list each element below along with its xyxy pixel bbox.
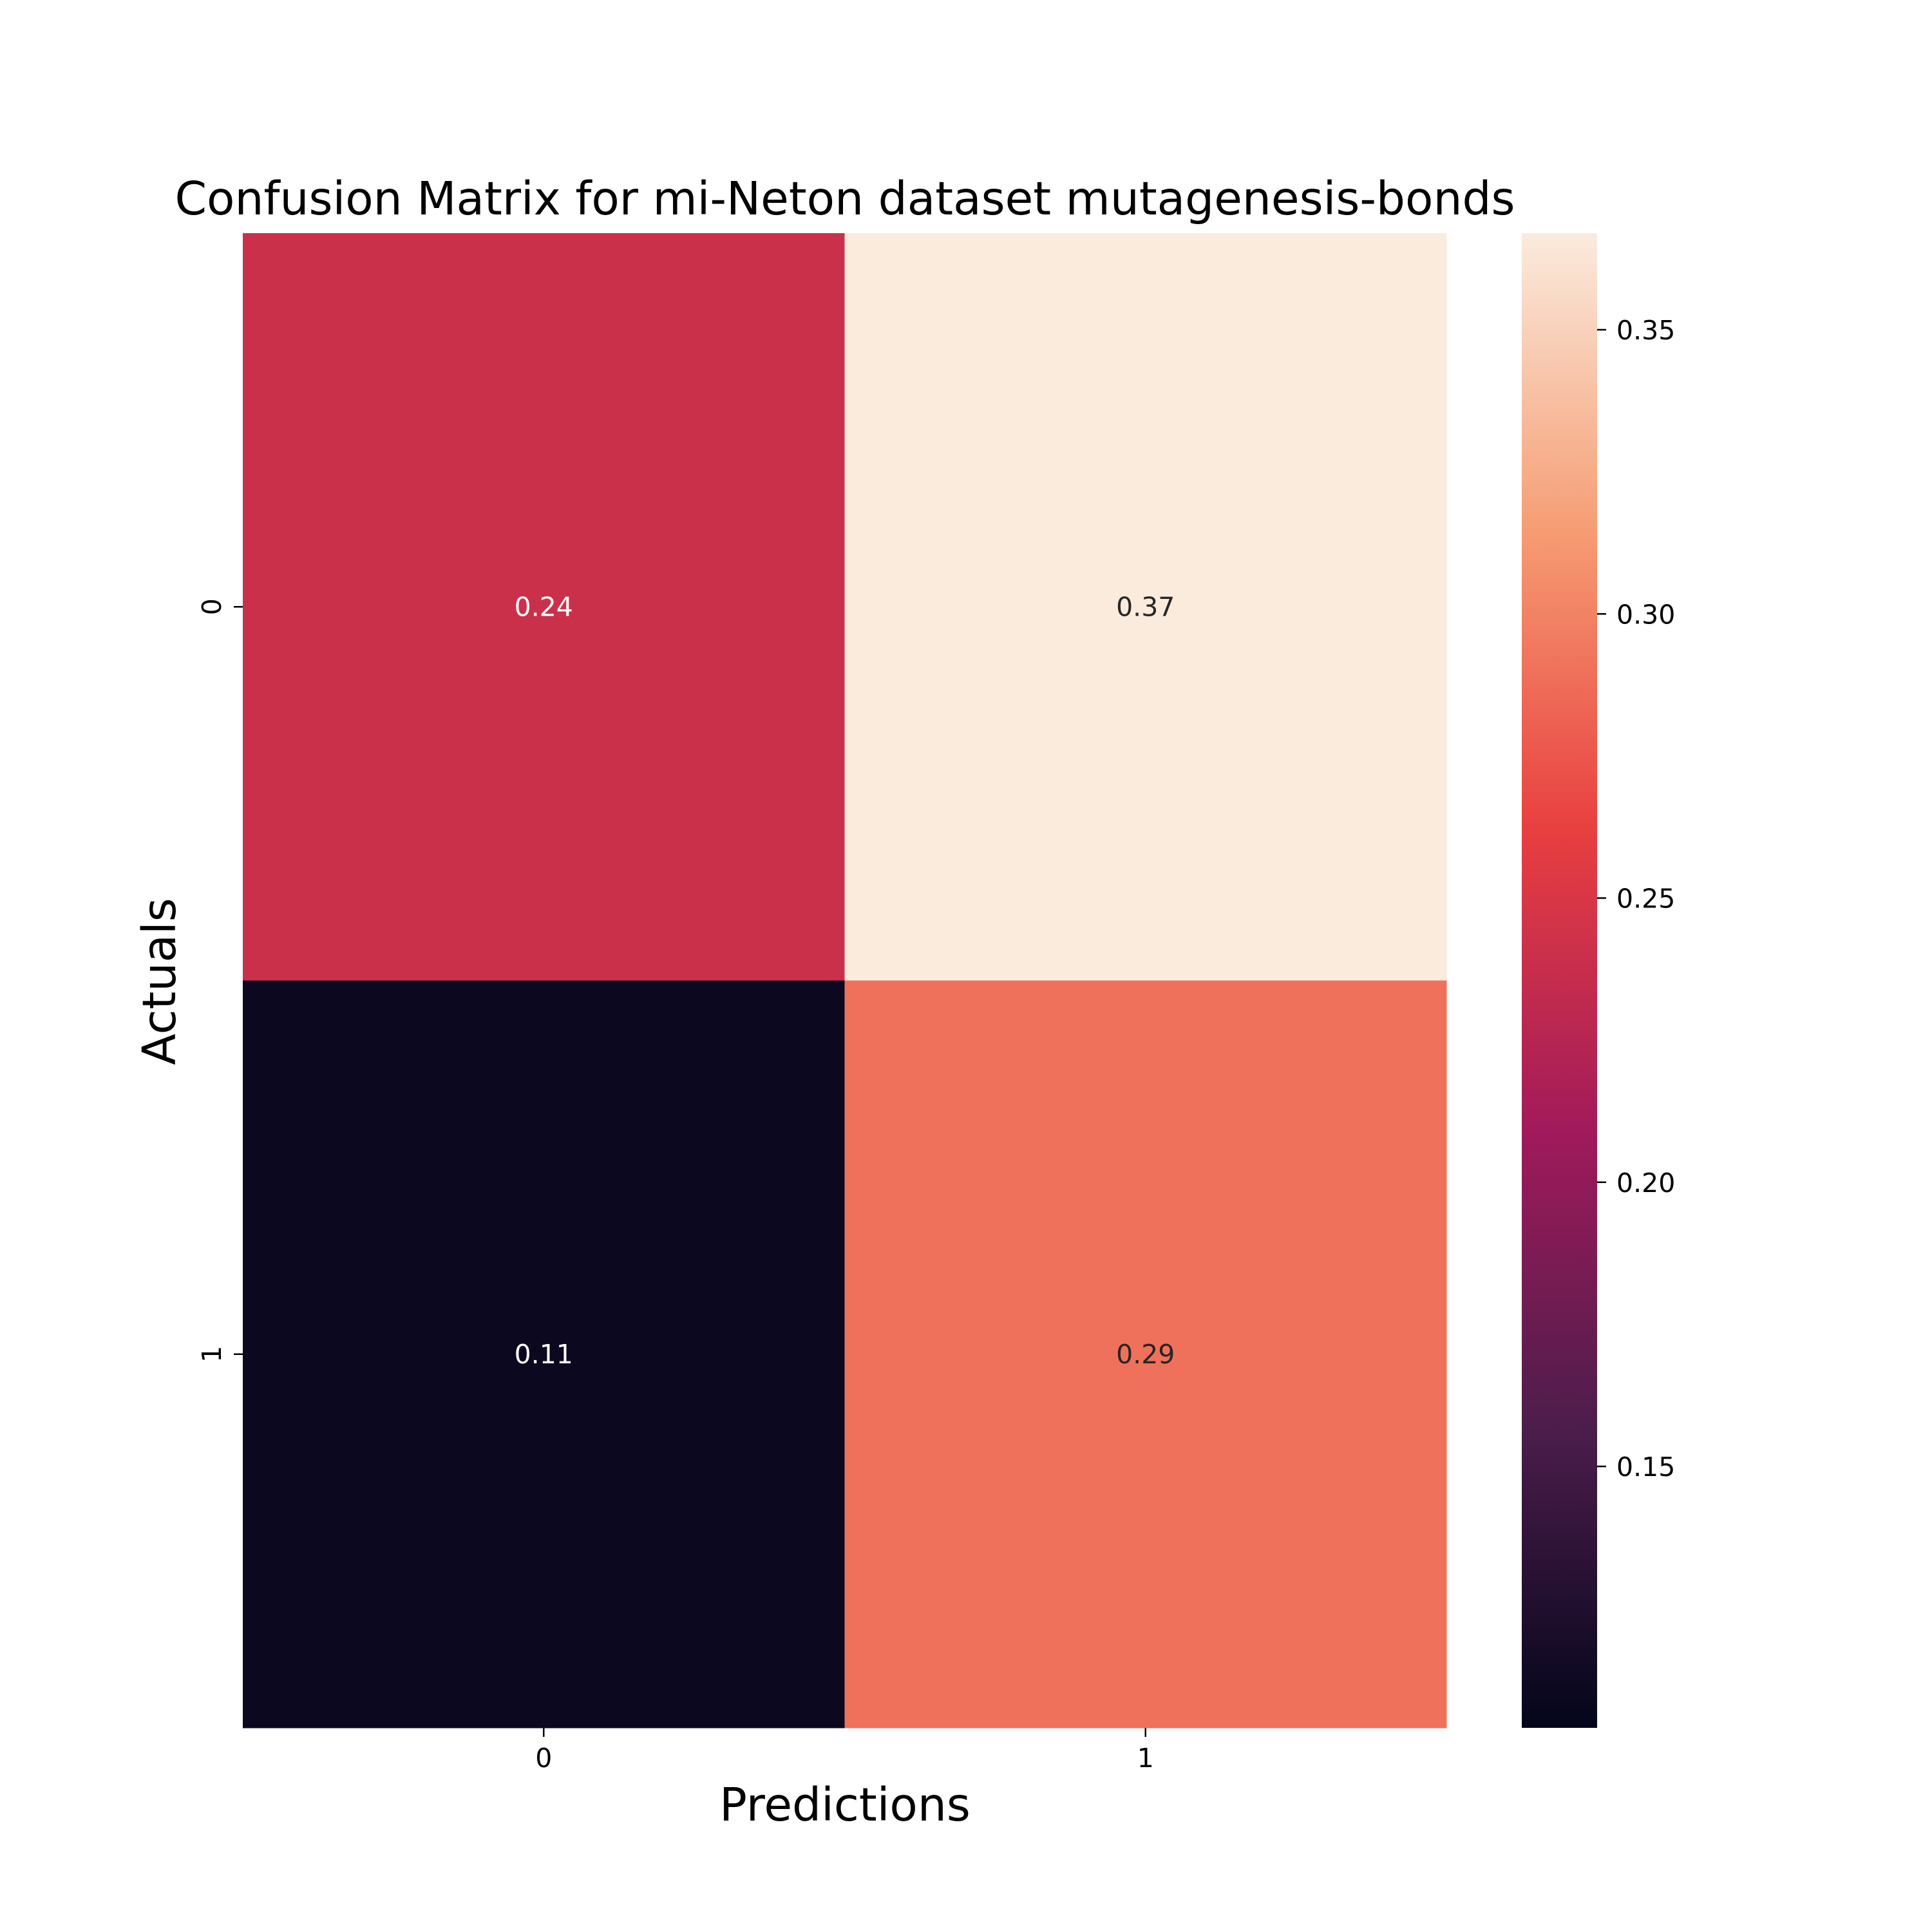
cell-value-label: 0.24 — [515, 591, 573, 622]
x-tick-label: 1 — [1137, 1743, 1154, 1774]
colorbar-tick-label: 0.30 — [1616, 599, 1675, 630]
cell-value-label: 0.29 — [1116, 1339, 1175, 1370]
colorbar-tick-label: 0.35 — [1616, 315, 1675, 346]
colorbar-ticks: 0.15 0.20 0.25 0.30 0.35 — [1597, 315, 1675, 1482]
colorbar-tick-label: 0.25 — [1616, 884, 1675, 914]
chart-title: Confusion Matrix for mi-Neton dataset mu… — [175, 172, 1515, 225]
heatmap-cell — [243, 233, 845, 981]
heatmap-cell — [844, 980, 1447, 1728]
colorbar-tick-label: 0.15 — [1616, 1452, 1675, 1482]
heatmap-cell — [844, 233, 1447, 981]
cell-value-label: 0.37 — [1116, 591, 1175, 622]
heatmap-grid: 0.24 0.37 0.11 0.29 — [243, 233, 1447, 1728]
cell-value-label: 0.11 — [515, 1339, 573, 1370]
y-tick-label: 0 — [196, 598, 227, 615]
y-axis-ticks: 01 — [196, 598, 243, 1363]
x-axis-label: Predictions — [719, 1778, 971, 1832]
y-tick-label: 1 — [196, 1346, 227, 1363]
colorbar — [1522, 233, 1597, 1728]
y-axis-label: Actuals — [133, 898, 186, 1065]
x-tick-label: 0 — [535, 1743, 552, 1774]
heatmap-cell — [243, 980, 845, 1728]
colorbar-tick-label: 0.20 — [1616, 1168, 1675, 1198]
